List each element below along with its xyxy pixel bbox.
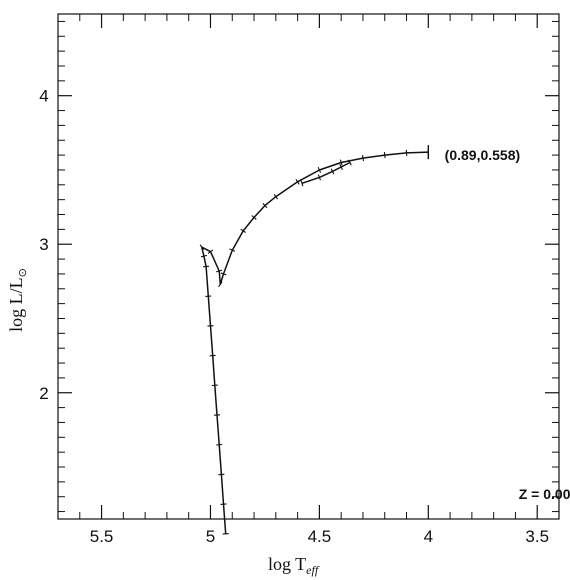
- y-tick-label: 4: [39, 87, 48, 106]
- x-axis-label: log T: [268, 554, 306, 574]
- major-ticks: [58, 14, 559, 519]
- track-point-mark: [222, 533, 229, 535]
- track-point-mark: [207, 249, 214, 254]
- x-axis-subscript: eff: [306, 563, 320, 577]
- track-point-mark: [229, 248, 236, 252]
- track-point-mark: [240, 228, 246, 233]
- track-point-mark: [339, 164, 343, 170]
- track-point-mark: [262, 203, 268, 209]
- y-tick-label: 3: [39, 235, 48, 254]
- y-tick-label: 2: [39, 384, 48, 403]
- chart-annotation: (0.89,0.558): [445, 147, 521, 163]
- y-axis-label: log L/L: [6, 277, 26, 332]
- track-point-mark: [361, 155, 365, 162]
- track-point-mark: [218, 473, 225, 476]
- evolution-track-line: [301, 161, 351, 185]
- x-tick-label: 4.5: [308, 527, 332, 546]
- y-tick-labels: 4 3 2: [39, 87, 48, 403]
- track-point-mark: [251, 215, 257, 220]
- track-point-mark: [200, 254, 208, 258]
- track-point-mark: [383, 152, 386, 159]
- track-point-mark: [295, 179, 300, 185]
- x-tick-label: 3.5: [525, 527, 549, 546]
- evolution-track-line: [201, 151, 429, 534]
- x-axis-title: log Teff: [268, 554, 320, 577]
- x-tick-labels: 5.5 5 4.5 4 3.5: [90, 527, 549, 546]
- y-axis-title: log L/L⊙: [6, 268, 29, 332]
- track-point-mark: [273, 193, 279, 200]
- x-tick-label: 5: [206, 527, 215, 546]
- track-point-mark: [330, 168, 335, 175]
- track-point-mark: [300, 180, 304, 187]
- track-point-mark: [203, 265, 210, 268]
- track-point-mark: [339, 159, 343, 166]
- chart-annotation: Z = 0.004: [519, 486, 570, 502]
- track-point-mark: [218, 281, 223, 288]
- series-layer: [199, 145, 430, 535]
- y-axis-subscript: ⊙: [17, 268, 29, 277]
- track-point-mark: [216, 443, 223, 446]
- track-point-mark: [199, 244, 204, 251]
- x-tick-label: 5.5: [90, 527, 114, 546]
- plot-frame: [57, 13, 560, 520]
- annotations: (0.89,0.558) Z = 0.004: [445, 147, 570, 502]
- track-point-mark: [216, 269, 223, 273]
- track-point-mark: [220, 503, 227, 505]
- track-point-mark: [220, 272, 227, 276]
- track-point-mark: [317, 166, 322, 173]
- track-point-mark: [317, 174, 322, 181]
- x-tick-label: 4: [424, 527, 433, 546]
- track-point-mark: [348, 159, 352, 166]
- minor-ticks: [57, 14, 560, 519]
